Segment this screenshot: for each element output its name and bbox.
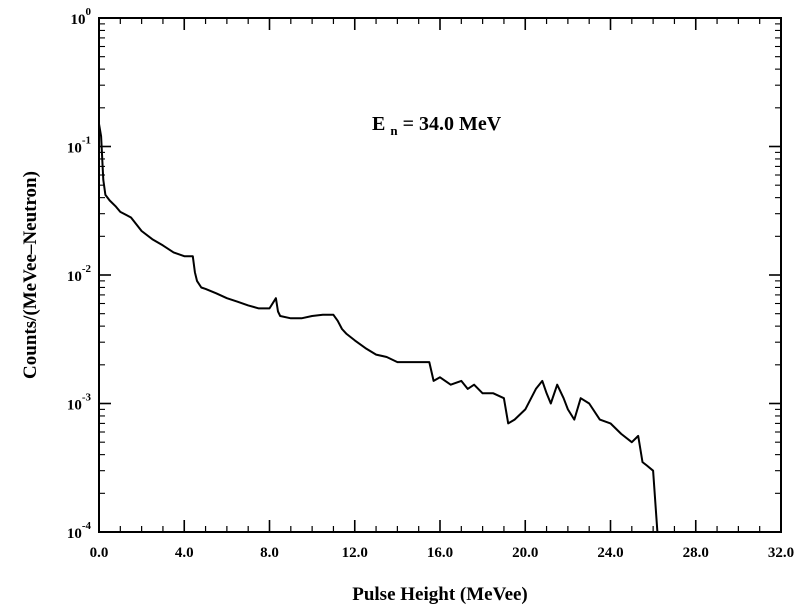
y-axis-label: Counts/(MeVee–Neutron): [20, 171, 41, 379]
y-tick-label: 100: [71, 6, 92, 28]
energy-annotation-subscript: n: [390, 123, 398, 138]
x-tick-label: 8.0: [260, 545, 279, 561]
series-layer: [98, 123, 659, 533]
x-tick-label: 32.0: [768, 545, 794, 561]
x-axis-label: Pulse Height (MeVee): [352, 584, 528, 605]
tick-marks: [98, 17, 782, 533]
x-tick-label: 24.0: [597, 545, 623, 561]
y-tick-label: 10-3: [67, 392, 92, 414]
x-tick-labels: 0.0 4.0 8.0 12.0 16.0 20.0 24.0 28.0 32.0: [90, 545, 795, 561]
x-tick-label: 12.0: [342, 545, 368, 561]
x-tick-label: 4.0: [175, 545, 194, 561]
plot-frame: [98, 17, 782, 533]
energy-annotation: E n = 34.0 MeV: [372, 113, 502, 140]
x-tick-label: 20.0: [512, 545, 538, 561]
x-tick-label: 0.0: [90, 545, 109, 561]
y-tick-labels: 100 10-1 10-2 10-3 10-4: [67, 6, 92, 542]
energy-annotation-main: E: [372, 113, 385, 135]
x-tick-label: 28.0: [683, 545, 709, 561]
energy-annotation-value: = 34.0 MeV: [403, 113, 502, 135]
series-line-0: [98, 123, 659, 533]
x-tick-label: 16.0: [427, 545, 453, 561]
y-tick-label: 10-2: [67, 263, 92, 285]
y-tick-label: 10-1: [67, 135, 91, 157]
y-tick-label: 10-4: [67, 520, 92, 542]
